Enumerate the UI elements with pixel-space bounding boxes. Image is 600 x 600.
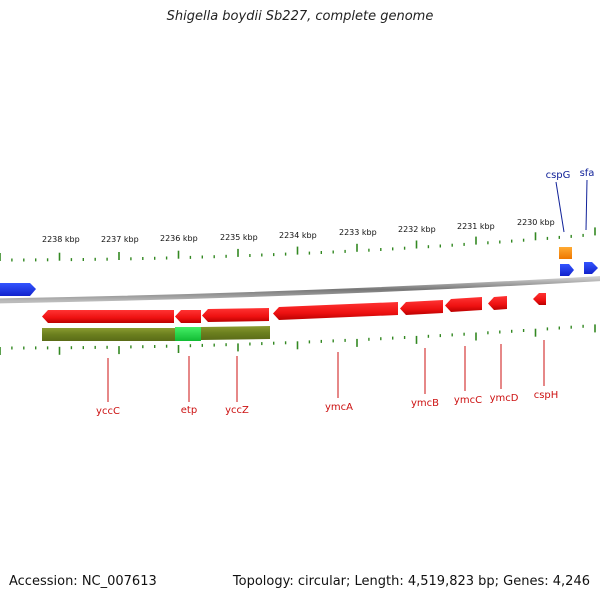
ruler-label: 2238 kbp — [42, 235, 80, 244]
gene-arrow-ymcA[interactable] — [273, 302, 398, 320]
gene-arrow-ymcB[interactable] — [400, 300, 443, 315]
gene-arrow-ymcC[interactable] — [445, 297, 482, 312]
gene-arrow-etp[interactable] — [175, 310, 201, 323]
ruler-label: 2230 kbp — [517, 218, 555, 227]
gene-cspG-box[interactable] — [559, 247, 572, 259]
ruler-labels: 2238 kbp 2237 kbp 2236 kbp 2235 kbp 2234… — [42, 218, 555, 244]
gene-label[interactable]: ymcD — [490, 393, 519, 404]
gene-arrow-forward[interactable] — [0, 283, 36, 296]
ruler-label: 2231 kbp — [457, 222, 495, 231]
gene-label[interactable]: cspH — [534, 390, 559, 401]
gene-label[interactable]: ymcB — [411, 398, 439, 409]
topology-info-text: Topology: circular; Length: 4,519,823 bp… — [232, 574, 590, 589]
feature-bar-olive[interactable] — [42, 328, 175, 341]
gene-arrow-cspH[interactable] — [533, 293, 546, 305]
genome-backbone — [0, 276, 600, 304]
reverse-strand-genes — [42, 293, 546, 323]
ruler-label: 2233 kbp — [339, 228, 377, 237]
gene-arrow-forward[interactable] — [560, 264, 574, 276]
ruler-label: 2236 kbp — [160, 234, 198, 243]
ruler-top-ticks — [0, 227, 596, 262]
gene-label[interactable]: sfa — [580, 168, 595, 179]
ruler-label: 2237 kbp — [101, 235, 139, 244]
gene-arrow-yccC[interactable] — [42, 310, 174, 323]
ruler-label: 2235 kbp — [220, 233, 258, 242]
label-leader-lines — [107, 179, 588, 402]
gene-label[interactable]: yccZ — [225, 405, 249, 416]
feature-track — [42, 326, 270, 341]
gene-labels: yccC etp yccZ ymcA ymcB ymcC ymcD cspH c… — [96, 168, 594, 417]
forward-strand-genes — [0, 247, 598, 296]
ruler-label: 2232 kbp — [398, 225, 436, 234]
gene-label[interactable]: ymcA — [325, 402, 353, 413]
genome-title: Shigella boydii Sb227, complete genome — [166, 9, 434, 24]
gene-label[interactable]: yccC — [96, 406, 120, 417]
feature-bar-olive[interactable] — [201, 326, 270, 340]
gene-label[interactable]: cspG — [546, 170, 571, 181]
feature-bar-bright[interactable] — [175, 327, 201, 341]
gene-arrow-ymcD[interactable] — [488, 296, 507, 310]
ruler-bottom-ticks — [0, 324, 596, 355]
gene-label[interactable]: etp — [181, 405, 197, 416]
gene-arrow-yccZ[interactable] — [202, 308, 269, 322]
gene-arrow-forward[interactable] — [584, 262, 598, 274]
ruler-label: 2234 kbp — [279, 231, 317, 240]
gene-label[interactable]: ymcC — [454, 395, 482, 406]
accession-text: Accession: NC_007613 — [9, 574, 157, 589]
